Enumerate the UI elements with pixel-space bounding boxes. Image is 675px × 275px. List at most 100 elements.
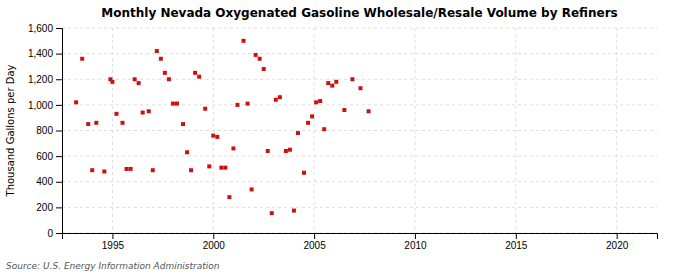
- point: [288, 148, 292, 152]
- point: [246, 102, 250, 106]
- point: [141, 111, 145, 115]
- point: [211, 134, 215, 138]
- tick: 1,200: [28, 74, 62, 85]
- point: [242, 39, 246, 43]
- point: [310, 114, 314, 118]
- tick-label: 1,000: [28, 100, 53, 111]
- point: [171, 102, 175, 106]
- point: [121, 121, 125, 125]
- tick-label: 2010: [404, 240, 427, 251]
- axis-line: [63, 234, 658, 240]
- grid-line: [515, 28, 516, 233]
- grid-line: [62, 130, 657, 131]
- point: [110, 80, 114, 84]
- point: [270, 211, 274, 215]
- point: [133, 77, 137, 81]
- point: [197, 75, 201, 79]
- chart: 1995 2000 2005 2010 2015 2020 0 200 400 600 800 1,0…: [0, 0, 675, 275]
- tick: 400: [36, 176, 62, 187]
- point: [151, 168, 155, 172]
- point: [102, 170, 106, 174]
- points: [74, 39, 370, 215]
- grid-line: [62, 53, 657, 54]
- point: [125, 167, 129, 171]
- point: [367, 109, 371, 113]
- tick-label: 1,600: [28, 23, 53, 34]
- point: [278, 95, 282, 99]
- point: [227, 195, 231, 199]
- point: [185, 150, 189, 154]
- point: [219, 166, 223, 170]
- point: [306, 121, 310, 125]
- tick-label: 600: [36, 151, 53, 162]
- tick-label: 2000: [203, 240, 226, 251]
- tick: 600: [36, 151, 62, 162]
- tick-mark: [56, 207, 62, 208]
- tick: 200: [36, 202, 62, 213]
- point: [322, 127, 326, 131]
- point: [181, 122, 185, 126]
- point: [350, 77, 354, 81]
- point: [207, 164, 211, 168]
- point: [90, 168, 94, 172]
- tick: 1,600: [28, 23, 62, 34]
- point: [292, 209, 296, 213]
- x-axis: 1995 2000 2005 2010 2015 2020: [63, 233, 658, 251]
- point: [330, 84, 334, 88]
- point: [254, 53, 258, 57]
- grid-line: [62, 207, 657, 208]
- point: [129, 167, 133, 171]
- tick: 2000: [203, 233, 226, 251]
- annotation: Source: U.S. Energy Information Administ…: [6, 261, 220, 271]
- tick-mark: [56, 105, 62, 106]
- tick: 2015: [505, 233, 528, 251]
- tick-mark: [516, 233, 517, 239]
- point: [326, 81, 330, 85]
- tick: 800: [36, 125, 62, 136]
- tick-mark: [213, 233, 214, 239]
- grid-line: [62, 28, 657, 29]
- point: [314, 100, 318, 104]
- tick-mark: [56, 156, 62, 157]
- point: [86, 122, 90, 126]
- point: [302, 171, 306, 175]
- plot: 1995 2000 2005 2010 2015 2020 0 200 400 600 800 1,0…: [28, 23, 658, 251]
- point: [167, 77, 171, 81]
- tick-label: 1995: [102, 240, 125, 251]
- point: [163, 71, 167, 75]
- point: [262, 67, 266, 71]
- point: [159, 57, 163, 61]
- tick-label: 2015: [505, 240, 528, 251]
- point: [359, 86, 363, 90]
- tick-label: 400: [36, 176, 53, 187]
- tick: 1,400: [28, 48, 62, 59]
- point: [274, 98, 278, 102]
- grid-line: [62, 156, 657, 157]
- point: [250, 187, 254, 191]
- tick: 0: [47, 228, 62, 239]
- axis-line: [56, 29, 63, 234]
- tick-mark: [617, 233, 618, 239]
- tick-mark: [314, 233, 315, 239]
- tick-mark: [56, 182, 62, 183]
- point: [318, 99, 322, 103]
- tick-label: 1,400: [28, 48, 53, 59]
- point: [175, 102, 179, 106]
- tick-mark: [56, 233, 62, 234]
- tick-label: 200: [36, 202, 53, 213]
- point: [94, 121, 98, 125]
- point: [342, 108, 346, 112]
- tick-mark: [415, 233, 416, 239]
- point: [155, 49, 159, 53]
- tick-label: 1,200: [28, 74, 53, 85]
- tick-label: 2020: [606, 240, 629, 251]
- point: [203, 107, 207, 111]
- tick: 1,000: [28, 100, 62, 111]
- y-axis: 0 200 400 600 800 1,000 1,200 1,400 1,600: [28, 23, 63, 239]
- tick-label: 2005: [303, 240, 326, 251]
- tick: 2020: [606, 233, 629, 251]
- y-axis-title: Thousand Gallons per Day: [5, 64, 16, 197]
- tick-mark: [112, 233, 113, 239]
- point: [215, 135, 219, 139]
- point: [114, 112, 118, 116]
